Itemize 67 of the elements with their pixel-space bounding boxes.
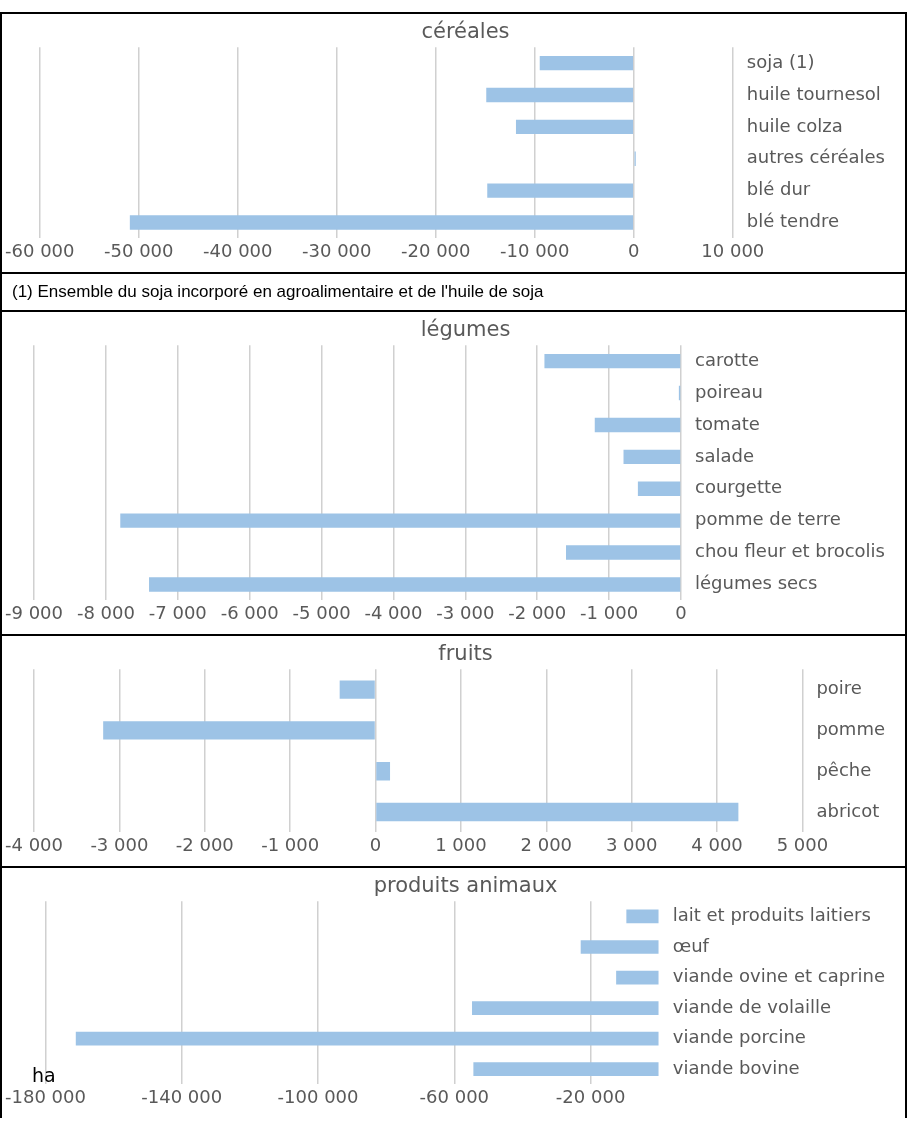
x-tick-label: -7 000 xyxy=(148,601,207,623)
x-tick-label: 5 000 xyxy=(776,833,829,855)
x-tick-label: -8 000 xyxy=(76,601,135,623)
chart-title: fruits xyxy=(438,641,493,666)
y-tick-label: pomme xyxy=(816,718,886,740)
x-tick-label: -1 000 xyxy=(580,601,639,623)
y-tick-label: poire xyxy=(816,677,862,699)
x-tick-label: -60 000 xyxy=(5,239,75,261)
y-tick-label: salade xyxy=(695,444,754,466)
x-tick-label: -30 000 xyxy=(302,239,372,261)
y-tick-label: viande porcine xyxy=(672,1026,806,1048)
x-tick-label: 0 xyxy=(675,601,687,623)
x-tick-label: -100 000 xyxy=(277,1085,359,1107)
x-tick-label: -5 000 xyxy=(292,601,351,623)
x-tick-label: 0 xyxy=(369,833,382,855)
y-tick-label: blé tendre xyxy=(746,210,840,232)
y-tick-label: chou fleur et brocolis xyxy=(695,540,886,562)
chart-title: produits animaux xyxy=(373,873,558,898)
x-tick-label: -4 000 xyxy=(364,601,423,623)
y-tick-label: légumes secs xyxy=(695,572,818,594)
y-tick-label: œuf xyxy=(672,934,710,956)
x-tick-label: -1 000 xyxy=(261,833,320,855)
x-tick-label: -3 000 xyxy=(90,833,149,855)
x-axis-title: ha xyxy=(32,1063,56,1086)
x-tick-label: -140 000 xyxy=(141,1085,223,1107)
y-tick-label: viande ovine et caprine xyxy=(672,965,886,987)
x-tick-label: -20 000 xyxy=(401,239,471,261)
x-tick-label: -10 000 xyxy=(500,239,570,261)
x-tick-label: -6 000 xyxy=(220,601,279,623)
y-tick-label: tomate xyxy=(695,412,760,434)
x-tick-label: -40 000 xyxy=(203,239,273,261)
y-tick-label: blé dur xyxy=(746,178,811,200)
x-tick-label: 0 xyxy=(628,239,640,261)
y-tick-label: soja (1) xyxy=(746,50,815,72)
x-tick-label: -3 000 xyxy=(436,601,495,623)
y-tick-label: abricot xyxy=(816,799,880,821)
y-tick-label: poireau xyxy=(695,380,763,402)
y-tick-label: carotte xyxy=(695,348,760,370)
y-tick-label: courgette xyxy=(695,476,783,498)
y-tick-label: pêche xyxy=(816,758,872,780)
y-tick-label: autres céréales xyxy=(746,146,886,168)
x-tick-label: -20 000 xyxy=(555,1085,626,1107)
x-tick-label: -9 000 xyxy=(5,601,64,623)
y-tick-label: pomme de terre xyxy=(695,508,841,530)
bar xyxy=(376,802,739,822)
chart-title: céréales xyxy=(421,19,510,44)
y-tick-label: lait et produits laitiers xyxy=(672,904,871,926)
x-tick-label: -2 000 xyxy=(508,601,567,623)
chart-title: légumes xyxy=(420,317,511,342)
x-tick-label: -2 000 xyxy=(175,833,234,855)
bar xyxy=(103,721,375,740)
y-tick-label: viande bovine xyxy=(672,1056,800,1078)
x-tick-label: 4 000 xyxy=(691,833,743,855)
text: (1) Ensemble du soja incorporé en agroalimentaire et de l'huile de soja xyxy=(2,272,905,310)
bar xyxy=(339,680,375,699)
y-tick-label: huile tournesol xyxy=(746,82,881,104)
x-tick-label: -60 000 xyxy=(419,1085,490,1107)
x-tick-label: 1 000 xyxy=(435,833,487,855)
y-tick-label: viande de volaille xyxy=(672,995,832,1017)
x-tick-label: -4 000 xyxy=(5,833,64,855)
x-tick-label: -180 000 xyxy=(5,1085,86,1107)
x-tick-label: 10 000 xyxy=(701,239,765,261)
bar xyxy=(376,762,391,781)
x-tick-label: -50 000 xyxy=(104,239,174,261)
y-tick-label: huile colza xyxy=(746,114,843,136)
x-tick-label: 3 000 xyxy=(605,833,658,855)
x-tick-label: 2 000 xyxy=(520,833,573,855)
